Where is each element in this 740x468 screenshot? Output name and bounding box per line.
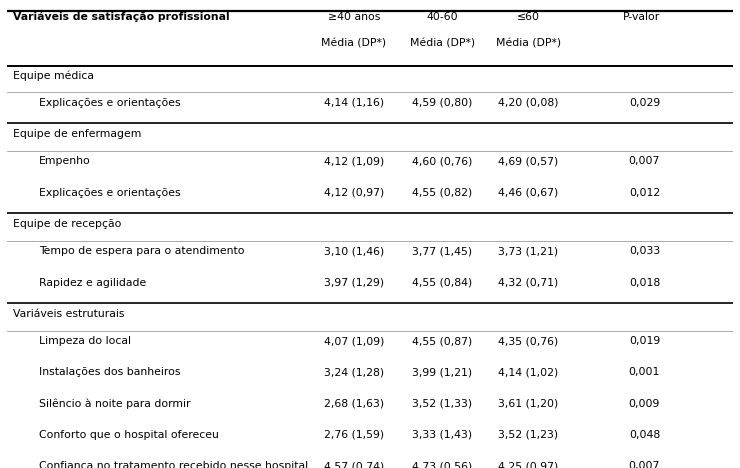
Text: 4,60 (0,76): 4,60 (0,76) [412,156,473,167]
Text: ≤60: ≤60 [517,12,539,22]
Text: 4,32 (0,71): 4,32 (0,71) [498,278,558,287]
Text: Equipe médica: Equipe médica [13,70,94,81]
Text: 3,52 (1,33): 3,52 (1,33) [412,399,473,409]
Text: 3,73 (1,21): 3,73 (1,21) [498,246,558,256]
Text: Variáveis de satisfação profissional: Variáveis de satisfação profissional [13,12,230,22]
Text: Média (DP*): Média (DP*) [321,38,386,48]
Text: 4,46 (0,67): 4,46 (0,67) [498,188,558,197]
Text: 0,048: 0,048 [629,430,660,440]
Text: 4,14 (1,02): 4,14 (1,02) [498,367,558,378]
Text: 4,20 (0,08): 4,20 (0,08) [498,98,559,108]
Text: 4,35 (0,76): 4,35 (0,76) [498,336,558,346]
Text: 4,07 (1,09): 4,07 (1,09) [324,336,384,346]
Text: P-valor: P-valor [623,12,660,22]
Text: 4,25 (0,97): 4,25 (0,97) [498,461,558,468]
Text: Explicações e orientações: Explicações e orientações [38,188,181,197]
Text: 0,029: 0,029 [629,98,660,108]
Text: 4,55 (0,82): 4,55 (0,82) [412,188,473,197]
Text: 40-60: 40-60 [427,12,458,22]
Text: Equipe de enfermagem: Equipe de enfermagem [13,129,141,139]
Text: 3,97 (1,29): 3,97 (1,29) [324,278,384,287]
Text: ≥40 anos: ≥40 anos [328,12,380,22]
Text: Empenho: Empenho [38,156,90,167]
Text: 3,33 (1,43): 3,33 (1,43) [412,430,473,440]
Text: Explicações e orientações: Explicações e orientações [38,98,181,108]
Text: 3,52 (1,23): 3,52 (1,23) [498,430,558,440]
Text: 0,019: 0,019 [629,336,660,346]
Text: 0,007: 0,007 [629,156,660,167]
Text: 4,12 (1,09): 4,12 (1,09) [324,156,384,167]
Text: 3,99 (1,21): 3,99 (1,21) [412,367,473,378]
Text: Tempo de espera para o atendimento: Tempo de espera para o atendimento [38,246,244,256]
Text: 0,001: 0,001 [629,367,660,378]
Text: Limpeza do local: Limpeza do local [38,336,130,346]
Text: 3,24 (1,28): 3,24 (1,28) [324,367,384,378]
Text: 4,57 (0,74): 4,57 (0,74) [324,461,384,468]
Text: 0,018: 0,018 [629,278,660,287]
Text: 4,73 (0,56): 4,73 (0,56) [412,461,473,468]
Text: Média (DP*): Média (DP*) [410,38,475,48]
Text: Variáveis estruturais: Variáveis estruturais [13,309,125,319]
Text: Rapidez e agilidade: Rapidez e agilidade [38,278,146,287]
Text: 4,59 (0,80): 4,59 (0,80) [412,98,473,108]
Text: 3,77 (1,45): 3,77 (1,45) [412,246,473,256]
Text: 4,14 (1,16): 4,14 (1,16) [324,98,384,108]
Text: 4,69 (0,57): 4,69 (0,57) [498,156,558,167]
Text: 4,55 (0,87): 4,55 (0,87) [412,336,473,346]
Text: Equipe de recepção: Equipe de recepção [13,219,121,229]
Text: Confiança no tratamento recebido nesse hospital: Confiança no tratamento recebido nesse h… [38,461,308,468]
Text: 0,033: 0,033 [629,246,660,256]
Text: 4,55 (0,84): 4,55 (0,84) [412,278,473,287]
Text: Média (DP*): Média (DP*) [496,38,561,48]
Text: 4,12 (0,97): 4,12 (0,97) [324,188,384,197]
Text: 2,76 (1,59): 2,76 (1,59) [324,430,384,440]
Text: 0,007: 0,007 [629,461,660,468]
Text: 0,012: 0,012 [629,188,660,197]
Text: Silêncio à noite para dormir: Silêncio à noite para dormir [38,399,190,409]
Text: 3,10 (1,46): 3,10 (1,46) [324,246,384,256]
Text: Instalações dos banheiros: Instalações dos banheiros [38,367,180,378]
Text: 0,009: 0,009 [629,399,660,409]
Text: 3,61 (1,20): 3,61 (1,20) [498,399,558,409]
Text: Conforto que o hospital ofereceu: Conforto que o hospital ofereceu [38,430,218,440]
Text: 2,68 (1,63): 2,68 (1,63) [324,399,384,409]
